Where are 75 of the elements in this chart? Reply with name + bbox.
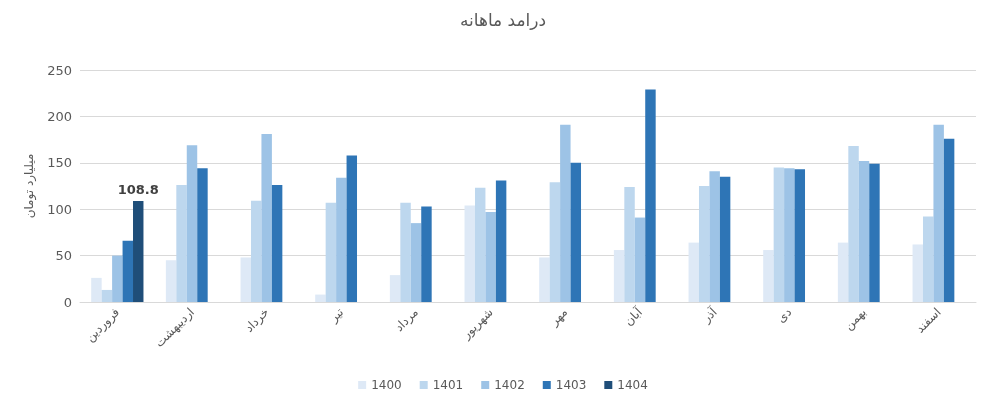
bar bbox=[197, 168, 208, 302]
bar bbox=[112, 255, 123, 302]
bar bbox=[133, 201, 144, 302]
bar bbox=[858, 160, 870, 302]
x-tick-label: خرداد bbox=[241, 305, 273, 336]
bar bbox=[421, 206, 432, 302]
bar bbox=[315, 294, 326, 302]
bar bbox=[261, 134, 272, 302]
bar bbox=[410, 223, 422, 302]
y-axis-title: میلیارد تومان bbox=[22, 153, 37, 219]
bar bbox=[560, 124, 571, 302]
bar bbox=[794, 169, 806, 302]
bar bbox=[719, 176, 731, 302]
bar bbox=[570, 162, 582, 302]
bar bbox=[165, 260, 177, 302]
y-tick-label: 250 bbox=[47, 62, 72, 78]
x-tick-label: دی bbox=[773, 305, 795, 326]
y-tick-label: 200 bbox=[47, 108, 72, 124]
x-tick-label: تیر bbox=[326, 305, 347, 326]
x-tick-label: فروردین bbox=[82, 305, 123, 346]
x-tick-label: مرداد bbox=[391, 305, 422, 335]
bar bbox=[101, 289, 113, 302]
bar bbox=[186, 145, 198, 302]
x-tick-label: مهر bbox=[546, 305, 571, 330]
bar bbox=[122, 240, 134, 302]
x-tick-label: آذر bbox=[698, 303, 721, 327]
bar bbox=[176, 185, 187, 302]
bar bbox=[539, 257, 550, 302]
y-tick-label: 50 bbox=[55, 248, 72, 264]
legend-label: 1403 bbox=[555, 378, 587, 392]
bar bbox=[495, 180, 507, 302]
bar bbox=[336, 177, 347, 302]
legend-label: 1401 bbox=[432, 378, 464, 392]
bar bbox=[250, 200, 262, 302]
bar bbox=[837, 242, 849, 302]
bar bbox=[474, 187, 486, 302]
bar bbox=[464, 205, 475, 302]
bar bbox=[848, 146, 859, 302]
bar bbox=[346, 155, 358, 302]
data-label: 108.8 bbox=[117, 182, 159, 198]
bar bbox=[325, 202, 337, 302]
x-tick-label: بهمن bbox=[841, 305, 870, 334]
y-tick-label: 100 bbox=[47, 201, 72, 217]
bar bbox=[645, 89, 656, 302]
bar bbox=[400, 202, 411, 302]
bar bbox=[549, 182, 561, 302]
bar bbox=[91, 277, 102, 302]
bar bbox=[869, 163, 880, 302]
x-tick-label: آبان bbox=[620, 303, 646, 329]
y-tick-label: 150 bbox=[47, 155, 72, 171]
x-tick-label: اسفند bbox=[912, 305, 944, 336]
bar bbox=[933, 124, 944, 302]
bar bbox=[271, 185, 283, 302]
legend-label: 1400 bbox=[371, 378, 402, 392]
x-tick-label: شهریور bbox=[458, 305, 497, 343]
bar bbox=[624, 186, 635, 302]
bar bbox=[485, 211, 496, 302]
bar bbox=[943, 138, 955, 302]
chart-title: درامد ماهانه bbox=[459, 9, 547, 30]
bar bbox=[389, 275, 401, 302]
bar bbox=[240, 257, 251, 302]
bar bbox=[773, 167, 785, 302]
bar bbox=[709, 171, 720, 302]
y-tick-label: 0 bbox=[63, 294, 72, 310]
x-tick-label: اردیبهشت bbox=[152, 305, 198, 351]
bar bbox=[698, 186, 710, 302]
bar bbox=[763, 250, 774, 302]
bar bbox=[922, 216, 934, 302]
bar bbox=[613, 250, 625, 302]
bar bbox=[784, 168, 795, 302]
legend-label: 1404 bbox=[617, 378, 648, 392]
bar bbox=[688, 242, 699, 302]
bar bbox=[634, 217, 646, 302]
legend-label: 1402 bbox=[494, 378, 525, 392]
bar bbox=[912, 244, 923, 302]
